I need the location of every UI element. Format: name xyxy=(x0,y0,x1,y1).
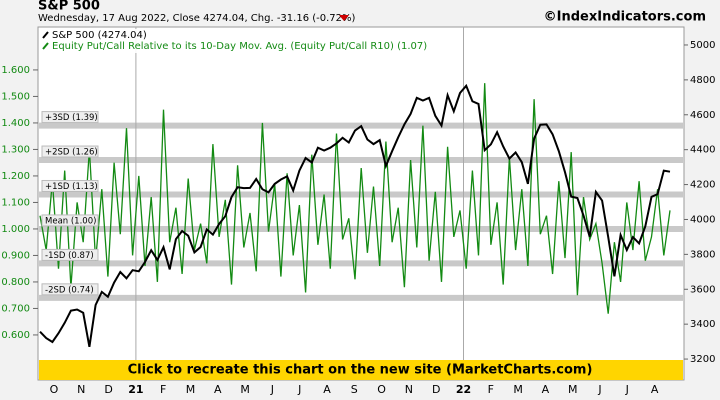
x-tick-label: 21 xyxy=(128,383,143,396)
legend-label: S&P 500 (4274.04) xyxy=(52,30,147,41)
sd-label: -2SD (0.74) xyxy=(45,285,94,295)
y2-tick-label: 4800 xyxy=(690,75,715,86)
x-tick-label: D xyxy=(432,383,440,396)
legend-swatch xyxy=(42,31,49,39)
y-tick-label: 0.900 xyxy=(1,250,30,261)
sd-label-bg xyxy=(41,179,99,192)
x-tick-label: N xyxy=(77,383,85,396)
y2-tick-label: 3400 xyxy=(690,319,715,330)
y2-tick-label: 4600 xyxy=(690,110,715,121)
x-tick-label: M xyxy=(513,383,523,396)
y2-tick-label: 3600 xyxy=(690,284,715,295)
y-tick-label: 0.700 xyxy=(1,303,30,314)
x-tick-label: A xyxy=(651,383,659,396)
banner-link[interactable]: Click to recreate this chart on the new … xyxy=(128,363,593,378)
chart-subtitle: Wednesday, 17 Aug 2022, Close 4274.04, C… xyxy=(38,13,356,24)
x-tick-label: 22 xyxy=(456,383,471,396)
x-tick-label: N xyxy=(405,383,413,396)
x-tick-label: S xyxy=(351,383,358,396)
y-tick-label: 0.600 xyxy=(1,330,30,341)
y2-tick-label: 3200 xyxy=(690,354,715,365)
watermark: ©IndexIndicators.com xyxy=(544,10,706,25)
y2-tick-label: 5000 xyxy=(690,40,715,51)
x-tick-label: M xyxy=(568,383,578,396)
x-tick-label: A xyxy=(323,383,331,396)
plot-area xyxy=(37,26,685,381)
x-tick-label: M xyxy=(186,383,196,396)
legend-label: Equity Put/Call Relative to its 10-Day M… xyxy=(52,41,427,52)
y-tick-label: 1.400 xyxy=(1,118,30,129)
x-tick-label: M xyxy=(240,383,250,396)
y2-tick-label: 4200 xyxy=(690,180,715,191)
down-arrow xyxy=(339,15,349,21)
x-tick-label: A xyxy=(214,383,222,396)
x-tick-label: J xyxy=(297,383,301,396)
banner-bg[interactable] xyxy=(39,360,683,380)
sd-label: Mean (1.00) xyxy=(45,216,96,226)
sd-label-bg xyxy=(41,111,99,124)
chart-title: S&P 500 xyxy=(38,0,100,14)
sd-label-bg xyxy=(41,214,99,227)
y-tick-label: 0.800 xyxy=(1,277,30,288)
y2-tick-label: 3800 xyxy=(690,249,715,260)
sd-label: +3SD (1.39) xyxy=(45,113,98,123)
sd-label-bg xyxy=(41,145,99,158)
y-tick-label: 1.200 xyxy=(1,171,30,182)
y2-tick-label: 4400 xyxy=(690,145,715,156)
legend-swatch xyxy=(42,42,49,50)
x-tick-label: J xyxy=(270,383,274,396)
y-tick-label: 1.600 xyxy=(1,65,30,76)
sd-label-bg xyxy=(41,283,99,296)
x-tick-label: J xyxy=(597,383,601,396)
x-tick-label: F xyxy=(160,383,166,396)
sd-label: -1SD (0.87) xyxy=(45,251,94,261)
series-line xyxy=(39,83,671,314)
series-line xyxy=(39,83,671,347)
y2-tick-label: 4000 xyxy=(690,214,715,225)
x-tick-label: D xyxy=(104,383,112,396)
sd-label: +1SD (1.13) xyxy=(45,182,98,192)
y-tick-label: 1.100 xyxy=(1,197,30,208)
x-tick-label: F xyxy=(488,383,494,396)
sd-label-bg xyxy=(41,248,99,261)
x-tick-label: A xyxy=(542,383,550,396)
x-tick-label: O xyxy=(377,383,386,396)
y-tick-label: 1.300 xyxy=(1,144,30,155)
legend-bg xyxy=(40,29,380,53)
x-tick-label: O xyxy=(50,383,59,396)
y-tick-label: 1.000 xyxy=(1,224,30,235)
sd-label: +2SD (1.26) xyxy=(45,148,98,158)
y-tick-label: 1.500 xyxy=(1,91,30,102)
x-tick-label: J xyxy=(625,383,629,396)
